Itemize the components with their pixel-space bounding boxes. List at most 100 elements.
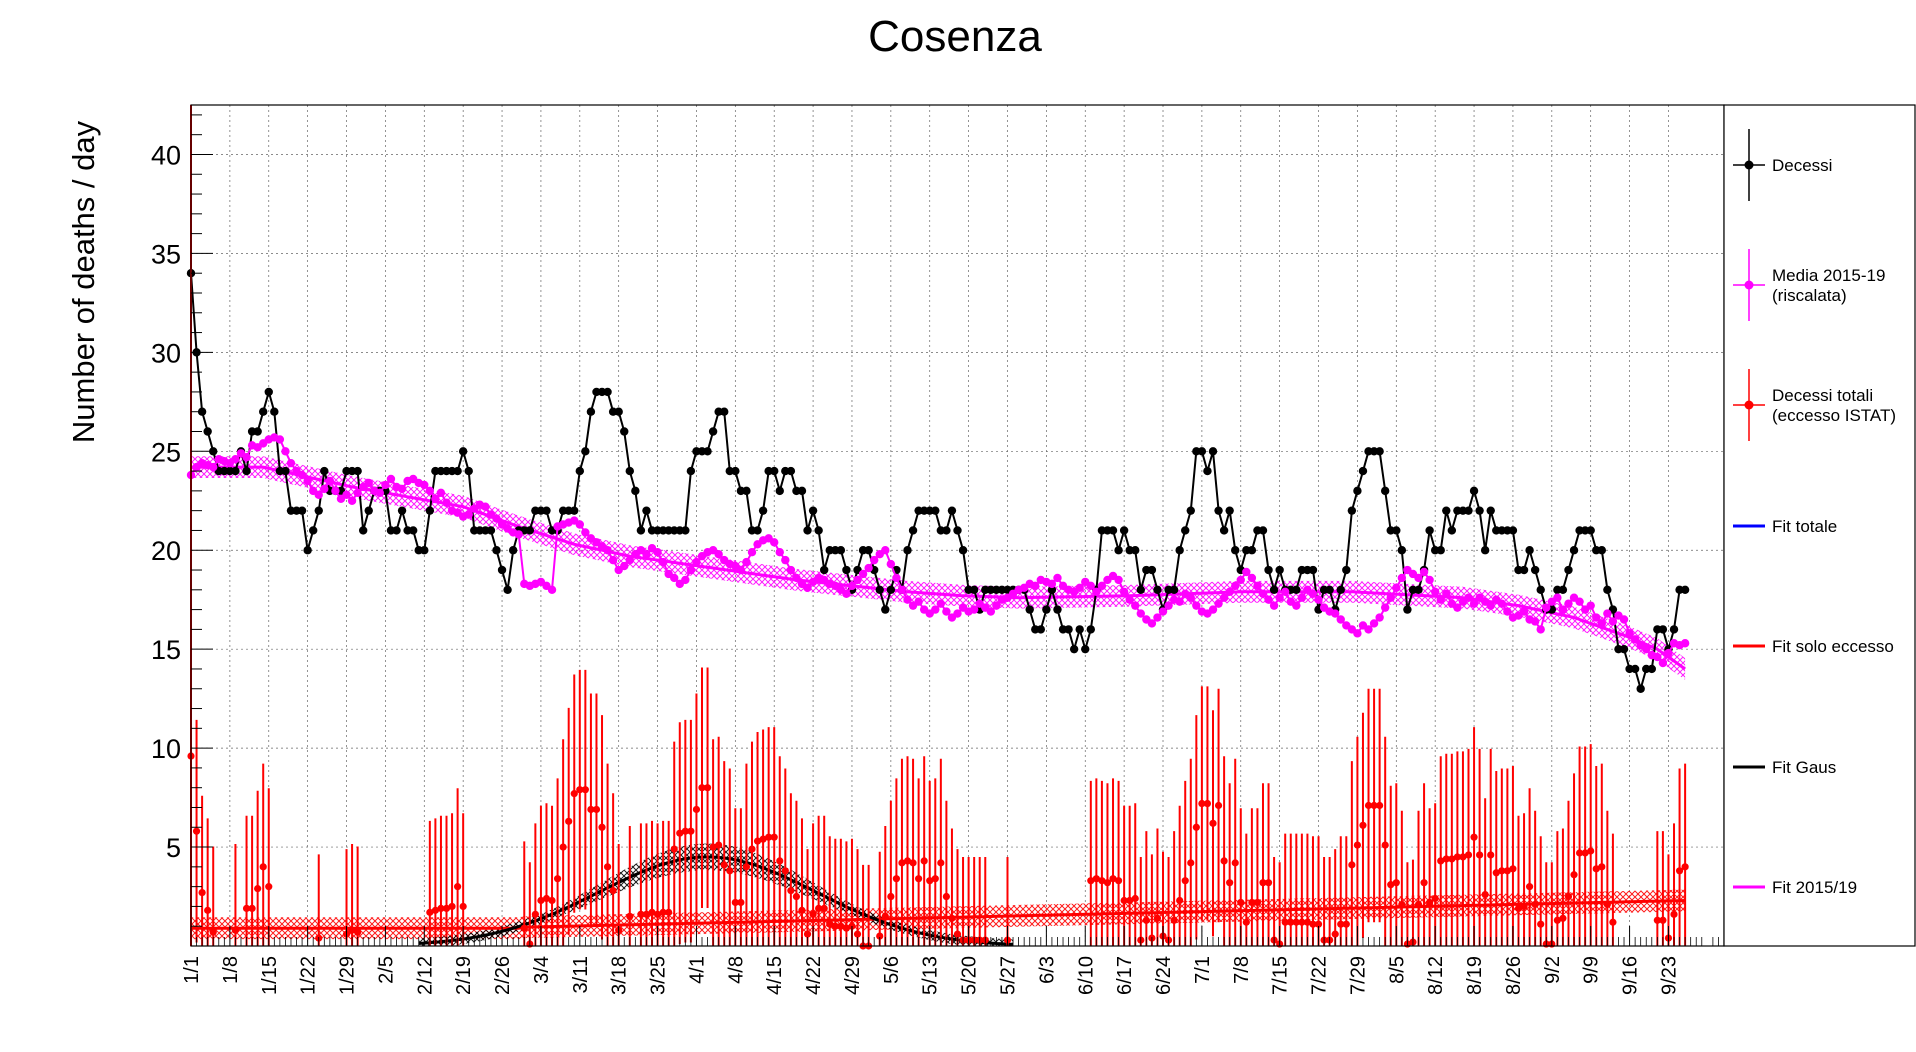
data-point bbox=[1175, 546, 1184, 555]
data-point bbox=[1598, 863, 1606, 871]
data-point bbox=[1114, 575, 1123, 585]
data-point bbox=[1459, 853, 1467, 861]
data-point bbox=[698, 784, 706, 792]
legend-label: Fit solo eccesso bbox=[1772, 637, 1894, 656]
data-point bbox=[775, 486, 784, 496]
data-point bbox=[670, 573, 679, 583]
data-point bbox=[1186, 593, 1195, 602]
data-point bbox=[1131, 601, 1140, 610]
data-point bbox=[442, 904, 451, 913]
data-point bbox=[1653, 916, 1661, 924]
data-point bbox=[1075, 625, 1084, 634]
data-point bbox=[1258, 589, 1268, 598]
data-series bbox=[186, 105, 1690, 950]
data-point bbox=[920, 857, 928, 865]
data-point bbox=[1536, 625, 1545, 634]
data-point bbox=[1453, 853, 1461, 861]
data-point bbox=[708, 427, 718, 436]
data-point bbox=[765, 833, 773, 841]
data-point bbox=[408, 526, 418, 535]
data-point bbox=[881, 546, 890, 555]
data-point bbox=[1525, 883, 1534, 891]
data-point bbox=[1330, 609, 1340, 618]
data-point bbox=[1420, 879, 1428, 887]
data-point bbox=[953, 930, 962, 938]
x-tick-label: 9/16 bbox=[1620, 956, 1642, 995]
data-point bbox=[565, 817, 573, 825]
legend: Decessi Media 2015-19(riscalata) Decessi t… bbox=[1723, 104, 1916, 947]
axes: 5 10 15 20 25 30 35 40 1/1 1/8 1/15 1/22 1/29 2/5 2/12… bbox=[151, 114, 1725, 995]
data-point bbox=[242, 466, 251, 476]
data-point bbox=[598, 823, 606, 831]
data-point bbox=[681, 526, 690, 535]
data-point bbox=[1669, 625, 1679, 634]
data-point bbox=[448, 902, 456, 911]
data-point bbox=[847, 581, 857, 591]
data-point bbox=[914, 597, 923, 606]
data-point bbox=[1025, 605, 1034, 614]
x-tick-label: 3/4 bbox=[531, 956, 553, 984]
data-point bbox=[581, 528, 590, 537]
data-point bbox=[1092, 587, 1101, 596]
data-point bbox=[458, 447, 468, 456]
data-point bbox=[775, 548, 784, 557]
data-point bbox=[781, 555, 790, 565]
x-tick-label: 1/8 bbox=[220, 956, 242, 984]
data-point bbox=[1514, 904, 1523, 913]
data-point bbox=[1047, 585, 1057, 595]
data-point bbox=[198, 888, 206, 897]
data-point bbox=[1520, 902, 1528, 911]
data-point bbox=[286, 458, 296, 468]
data-point bbox=[1653, 652, 1662, 662]
data-point bbox=[1609, 918, 1617, 926]
data-point bbox=[1325, 585, 1334, 595]
data-point bbox=[1619, 644, 1629, 654]
data-point bbox=[1570, 871, 1578, 879]
x-tick-label: 8/5 bbox=[1386, 956, 1408, 984]
data-point bbox=[1470, 833, 1478, 841]
data-point bbox=[703, 447, 712, 456]
data-point bbox=[809, 910, 817, 918]
data-point bbox=[1564, 599, 1573, 608]
data-point bbox=[1487, 851, 1495, 859]
data-point bbox=[281, 447, 290, 456]
data-point bbox=[1275, 565, 1284, 575]
data-point bbox=[836, 546, 846, 555]
data-point bbox=[781, 867, 789, 875]
data-point bbox=[1476, 851, 1484, 859]
data-point bbox=[653, 548, 662, 557]
data-point bbox=[570, 790, 578, 798]
data-point bbox=[364, 506, 373, 515]
data-point bbox=[953, 609, 962, 618]
x-tick-label: 7/22 bbox=[1309, 956, 1331, 995]
x-tick-label: 7/8 bbox=[1231, 956, 1253, 984]
data-point bbox=[253, 427, 262, 436]
data-point bbox=[1114, 877, 1123, 885]
data-point bbox=[1381, 841, 1389, 849]
data-point bbox=[1158, 607, 1168, 616]
data-point bbox=[1231, 581, 1240, 591]
data-point bbox=[803, 930, 812, 938]
data-point bbox=[1586, 601, 1595, 610]
data-point bbox=[792, 573, 801, 583]
data-point bbox=[1225, 587, 1234, 596]
data-point bbox=[1386, 593, 1395, 602]
data-point bbox=[742, 486, 751, 496]
data-point bbox=[1603, 585, 1612, 595]
data-point bbox=[297, 470, 307, 480]
data-point bbox=[1447, 526, 1457, 535]
data-point bbox=[264, 387, 273, 397]
data-point bbox=[614, 407, 623, 416]
data-point bbox=[308, 526, 318, 535]
data-point bbox=[969, 605, 979, 614]
data-point bbox=[1419, 567, 1429, 577]
y-tick-label: 5 bbox=[166, 833, 181, 863]
data-point bbox=[453, 466, 462, 476]
data-point bbox=[1436, 595, 1445, 604]
data-point bbox=[609, 886, 617, 895]
data-point bbox=[1680, 585, 1690, 595]
x-tick-label: 1/22 bbox=[298, 956, 320, 995]
data-point bbox=[364, 478, 373, 488]
legend-label: Fit Gaus bbox=[1772, 758, 1836, 777]
data-point bbox=[559, 843, 567, 851]
